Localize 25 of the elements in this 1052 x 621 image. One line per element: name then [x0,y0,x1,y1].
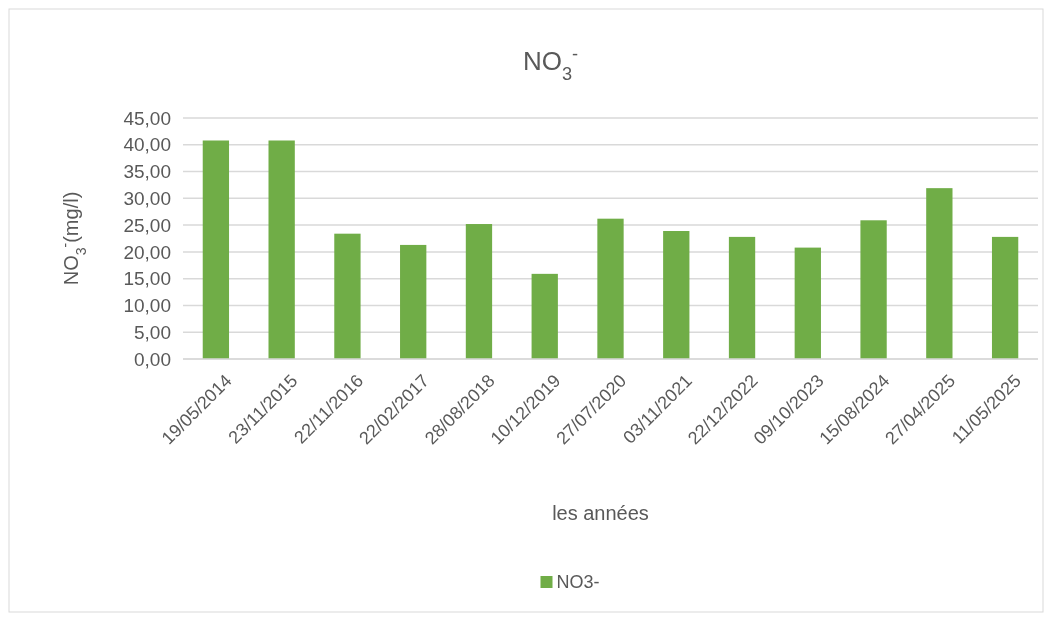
bar [597,218,624,359]
bar [728,236,756,359]
y-tick-label: 0,00 [134,348,171,370]
y-tick-label: 30,00 [123,187,171,209]
y-tick-label: 25,00 [123,214,171,236]
bar [663,231,690,359]
bar [991,236,1019,359]
bar [926,188,953,359]
y-tick-label: 35,00 [123,161,171,183]
y-tick-label: 40,00 [123,134,171,156]
bar [794,247,821,359]
bar [531,273,558,359]
bar [334,233,361,359]
y-tick-label: 45,00 [123,107,171,129]
bar [400,244,427,359]
y-tick-label: 15,00 [123,268,171,290]
bar [465,224,493,359]
bar [202,140,230,359]
y-tick-label: 20,00 [123,241,171,263]
bar [860,220,887,359]
legend-label: NO3- [556,572,600,592]
y-tick-label: 10,00 [123,295,171,317]
bar [268,140,295,359]
x-axis-title: les années [552,502,649,524]
y-tick-label: 5,00 [134,321,171,343]
